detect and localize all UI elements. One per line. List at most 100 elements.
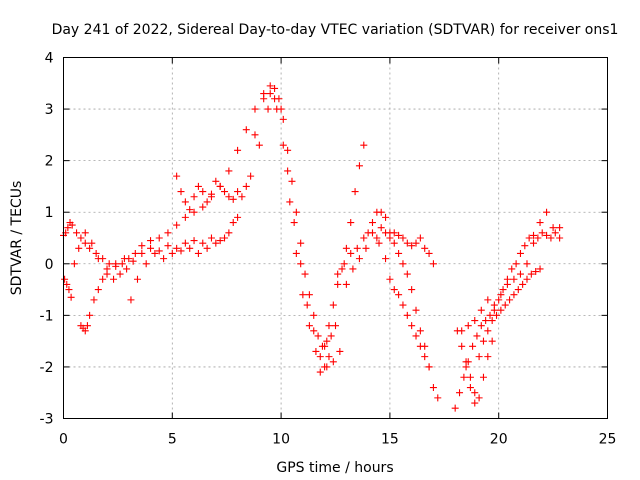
data-point — [225, 167, 233, 175]
data-point — [334, 280, 342, 288]
data-point — [484, 296, 492, 304]
data-point — [464, 322, 472, 330]
data-point — [482, 317, 490, 325]
data-point — [190, 193, 198, 201]
data-point — [523, 275, 531, 283]
data-point — [466, 384, 474, 392]
series-1 — [60, 82, 339, 350]
data-point — [103, 270, 111, 278]
data-point — [70, 260, 78, 268]
data-point — [390, 286, 398, 294]
data-point — [325, 353, 333, 361]
data-point — [360, 141, 368, 149]
data-point — [530, 239, 538, 247]
data-point — [390, 229, 398, 237]
data-point — [421, 353, 429, 361]
data-point — [86, 244, 94, 252]
data-point — [271, 95, 279, 103]
data-point — [382, 229, 390, 237]
series-9 — [451, 224, 564, 412]
data-point — [355, 162, 363, 170]
plot-frame — [63, 57, 608, 419]
data-point — [99, 275, 107, 283]
data-point — [530, 231, 538, 239]
data-point — [251, 131, 259, 139]
data-point — [199, 239, 207, 247]
data-point — [290, 219, 298, 227]
data-point — [284, 146, 292, 154]
data-point — [266, 90, 274, 98]
data-point — [199, 203, 207, 211]
data-point — [514, 286, 522, 294]
data-point — [242, 182, 250, 190]
data-point — [297, 260, 305, 268]
data-point — [229, 195, 237, 203]
data-point — [523, 260, 531, 268]
data-point — [497, 291, 505, 299]
data-point — [338, 265, 346, 273]
data-point — [382, 213, 390, 221]
data-point — [177, 188, 185, 196]
series-3 — [77, 95, 344, 371]
x-tick-labels: 0 5 10 15 20 25 — [59, 432, 616, 448]
data-point — [297, 239, 305, 247]
data-point — [399, 301, 407, 309]
data-point — [316, 368, 324, 376]
data-point — [225, 229, 233, 237]
data-point — [429, 384, 437, 392]
data-point — [347, 219, 355, 227]
data-point — [425, 249, 433, 257]
x-tick-label: 20 — [490, 432, 508, 448]
data-point — [221, 188, 229, 196]
data-point — [147, 237, 155, 245]
data-point — [460, 373, 468, 381]
data-point — [458, 342, 466, 350]
data-point — [373, 234, 381, 242]
data-point — [212, 239, 220, 247]
data-point — [375, 239, 383, 247]
series-11 — [458, 208, 564, 335]
data-point — [255, 141, 263, 149]
data-point — [279, 141, 287, 149]
series-2 — [61, 90, 333, 376]
data-point — [355, 255, 363, 263]
data-point — [61, 275, 69, 283]
data-point — [186, 244, 194, 252]
data-point — [475, 394, 483, 402]
data-point — [260, 95, 268, 103]
data-point — [234, 213, 242, 221]
data-point — [353, 244, 361, 252]
data-point — [425, 363, 433, 371]
data-point — [495, 296, 503, 304]
data-point — [493, 311, 501, 319]
data-point — [499, 286, 507, 294]
data-point — [484, 327, 492, 335]
data-point — [88, 239, 96, 247]
data-point — [516, 270, 524, 278]
y-tick-labels: -3 -2 -1 0 1 2 3 4 — [40, 51, 54, 428]
data-point — [65, 286, 73, 294]
data-point — [301, 270, 309, 278]
data-point — [506, 296, 514, 304]
data-point — [497, 306, 505, 314]
data-point — [534, 234, 542, 242]
data-point — [543, 208, 551, 216]
data-point — [286, 198, 294, 206]
data-point — [521, 242, 529, 250]
data-point — [332, 322, 339, 330]
data-point — [403, 239, 411, 247]
data-point — [284, 167, 292, 175]
data-point — [377, 208, 385, 216]
data-point — [173, 244, 181, 252]
data-point — [395, 291, 403, 299]
data-point — [466, 373, 474, 381]
data-point — [138, 249, 146, 257]
x-tick-label: 0 — [59, 432, 68, 448]
data-point — [536, 219, 544, 227]
data-point — [81, 327, 89, 335]
data-point — [486, 311, 494, 319]
data-point — [334, 270, 342, 278]
data-point — [475, 353, 483, 361]
data-point — [547, 234, 555, 242]
data-point — [473, 332, 481, 340]
